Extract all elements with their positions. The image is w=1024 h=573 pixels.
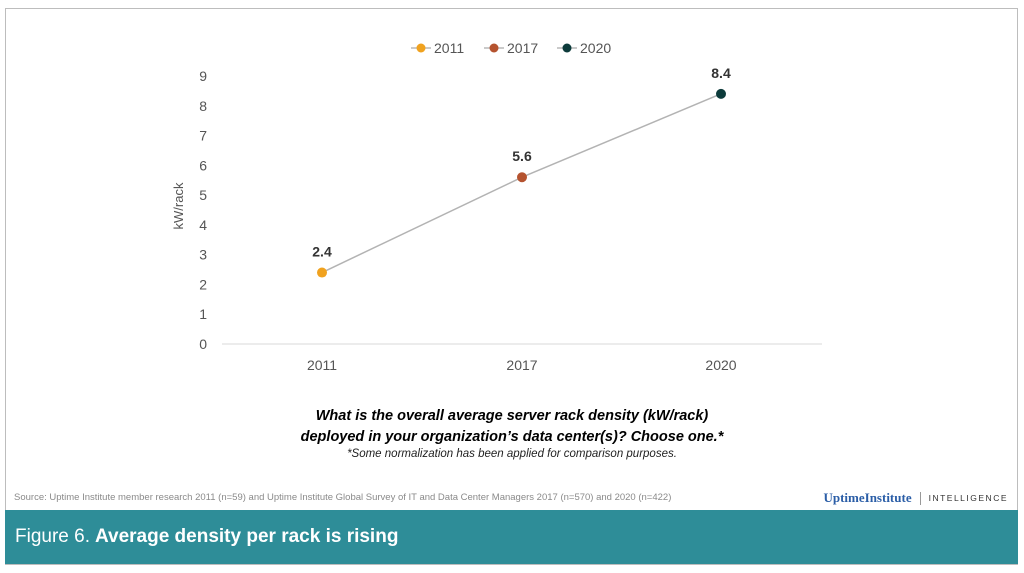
y-axis: 0 1 2 3 4 5 6 7 8 9 [199, 68, 207, 352]
figure-banner: Figure 6. Average density per rack is ri… [5, 510, 1018, 564]
legend-label: 2020 [580, 40, 611, 56]
legend-label: 2017 [507, 40, 538, 56]
brand-divider [919, 491, 921, 505]
y-tick-label: 7 [199, 128, 207, 144]
line-chart: 2011 2017 2020 0 1 2 3 4 5 6 7 8 9 2011 2017 2020 2.4… [171, 40, 822, 373]
survey-question: What is the overall average server rack … [0, 406, 1024, 448]
x-tick-label: 2017 [506, 357, 537, 373]
data-label: 8.4 [711, 65, 731, 81]
data-point [317, 267, 327, 278]
data-label: 2.4 [312, 244, 332, 260]
brand-tag: INTELLIGENCE [928, 493, 1008, 503]
legend-label: 2011 [434, 40, 464, 56]
question-line-2: deployed in your organization’s data cen… [300, 429, 724, 445]
legend-item: 2017 [484, 40, 538, 56]
figure-frame [5, 8, 1018, 565]
y-tick-label: 4 [199, 217, 207, 233]
brand-name: UptimeInstitute [823, 490, 912, 505]
data-point [716, 88, 726, 99]
y-tick-label: 6 [199, 157, 207, 173]
figure-number: Figure 6. [15, 526, 90, 547]
normalization-note: *Some normalization has been applied for… [347, 448, 677, 460]
data-label: 5.6 [512, 148, 532, 164]
question-line-1: What is the overall average server rack … [315, 408, 709, 424]
legend-item: 2020 [557, 40, 611, 56]
chart-legend: 2011 2017 2020 [411, 40, 611, 56]
legend-marker [489, 43, 499, 53]
figure-title: Average density per rack is rising [94, 526, 399, 547]
legend-marker [416, 43, 426, 53]
brand-logo: UptimeInstitute INTELLIGENCE [823, 490, 1008, 506]
x-axis: 2011 2017 2020 [307, 357, 737, 373]
y-tick-label: 1 [199, 306, 207, 322]
y-tick-label: 3 [199, 247, 207, 263]
data-point [517, 172, 527, 183]
source-text: Source: Uptime Institute member research… [14, 492, 672, 503]
y-tick-label: 8 [199, 98, 207, 114]
x-tick-label: 2020 [705, 357, 736, 373]
y-tick-label: 2 [199, 276, 207, 292]
y-tick-label: 0 [199, 336, 207, 352]
series-path [321, 93, 722, 274]
y-axis-label: kW/rack [171, 182, 186, 229]
legend-marker [562, 43, 572, 53]
series-line: 2.4 5.6 8.4 [312, 65, 731, 278]
y-tick-label: 9 [199, 68, 207, 84]
x-tick-label: 2011 [307, 357, 337, 373]
legend-item: 2011 [411, 40, 464, 56]
y-tick-label: 5 [199, 187, 207, 203]
